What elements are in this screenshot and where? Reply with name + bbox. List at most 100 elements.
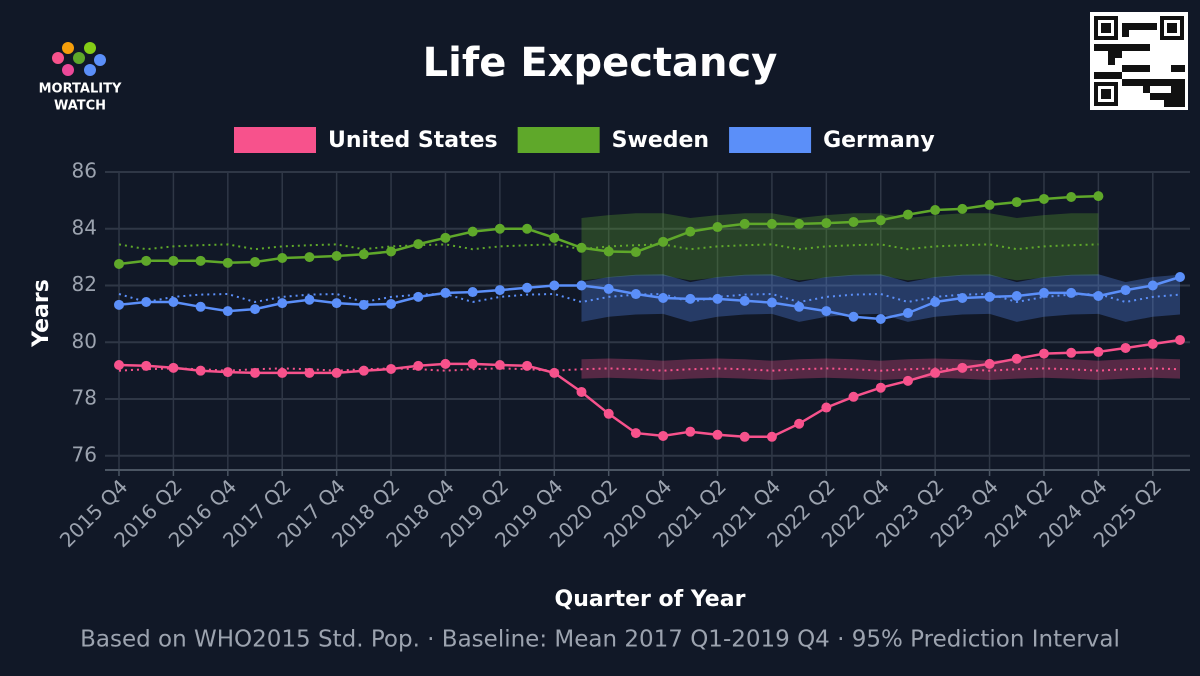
data-point [848, 311, 859, 322]
data-point [1093, 346, 1104, 357]
qr-cell [1171, 79, 1178, 86]
y-tick-label: 82 [72, 272, 97, 296]
qr-cell [1150, 79, 1157, 86]
data-point [250, 367, 261, 378]
data-point [603, 283, 614, 294]
y-tick-label: 86 [72, 159, 97, 183]
data-point [658, 293, 669, 304]
data-point [794, 418, 805, 429]
data-point [1011, 353, 1022, 364]
qr-cell [1108, 58, 1115, 65]
qr-cell [1178, 93, 1185, 100]
data-point [386, 363, 397, 374]
qr-cell [1122, 44, 1129, 51]
data-point [195, 255, 206, 266]
qr-cell [1178, 65, 1185, 72]
data-point [984, 358, 995, 369]
baseline-line [118, 243, 1099, 251]
qr-cell [1164, 100, 1171, 107]
legend-swatch [729, 127, 812, 153]
data-point [331, 251, 342, 262]
data-point [168, 362, 179, 373]
qr-cell [1108, 51, 1115, 58]
chart-title: Life Expectancy [423, 40, 778, 86]
data-point [331, 367, 342, 378]
data-point [957, 293, 968, 304]
data-point [494, 359, 505, 370]
data-point [875, 215, 886, 226]
data-point [440, 232, 451, 243]
data-point [549, 232, 560, 243]
data-point [440, 287, 451, 298]
data-point [358, 299, 369, 310]
data-point [1120, 342, 1131, 353]
data-point [930, 296, 941, 307]
qr-cell [1157, 79, 1164, 86]
data-point [821, 306, 832, 317]
data-point [494, 285, 505, 296]
qr-cell [1136, 44, 1143, 51]
qr-cell [1101, 72, 1108, 79]
data-point [331, 298, 342, 309]
data-point [386, 246, 397, 257]
qr-cell [1115, 44, 1122, 51]
data-point [250, 256, 261, 267]
data-point [766, 431, 777, 442]
logo-text: WATCH [54, 99, 106, 114]
data-point [576, 242, 587, 253]
data-point [603, 408, 614, 419]
data-point [630, 247, 641, 258]
qr-cell [1122, 23, 1129, 30]
data-point [114, 359, 124, 370]
data-point [141, 255, 152, 266]
y-tick-label: 80 [72, 329, 97, 353]
legend-label: Germany [823, 128, 935, 153]
data-point [522, 360, 533, 371]
data-point [304, 252, 315, 263]
y-tick-label: 76 [72, 442, 97, 466]
data-point [304, 294, 315, 305]
qr-cell [1101, 44, 1108, 51]
y-tick-label: 84 [72, 215, 97, 239]
data-point [821, 218, 832, 229]
data-point [386, 298, 397, 309]
qr-cell [1136, 79, 1143, 86]
qr-cell [1178, 86, 1185, 93]
qr-cell [1122, 79, 1129, 86]
data-point [712, 429, 723, 440]
legend-swatch [517, 127, 600, 153]
data-point [848, 216, 859, 227]
baseline-line [118, 292, 1181, 304]
qr-cell [1171, 65, 1178, 72]
data-point [440, 358, 451, 369]
data-point [549, 280, 560, 291]
qr-cell [1178, 100, 1185, 107]
data-point [739, 431, 750, 442]
data-point [930, 205, 941, 216]
data-point [195, 301, 206, 312]
data-point [114, 299, 124, 310]
data-point [794, 218, 805, 229]
data-point [549, 367, 560, 378]
data-point [984, 291, 995, 302]
data-point [1175, 272, 1185, 283]
data-point [222, 367, 233, 378]
qr-cell [1164, 93, 1171, 100]
x-axis-label: Quarter of Year [555, 587, 746, 612]
data-point [522, 282, 533, 293]
qr-cell [1122, 65, 1129, 72]
data-point [413, 360, 424, 371]
series-line [118, 275, 1181, 321]
qr-cell [1150, 23, 1157, 30]
logo-text: MORTALITY [39, 82, 122, 97]
data-point [1038, 287, 1049, 298]
data-point [358, 365, 369, 376]
y-tick-label: 78 [72, 386, 97, 410]
qr-cell [1164, 79, 1171, 86]
qr-cell [1094, 72, 1101, 79]
data-point [658, 236, 669, 247]
qr-cell [1115, 51, 1122, 58]
qr-cell [1143, 23, 1150, 30]
